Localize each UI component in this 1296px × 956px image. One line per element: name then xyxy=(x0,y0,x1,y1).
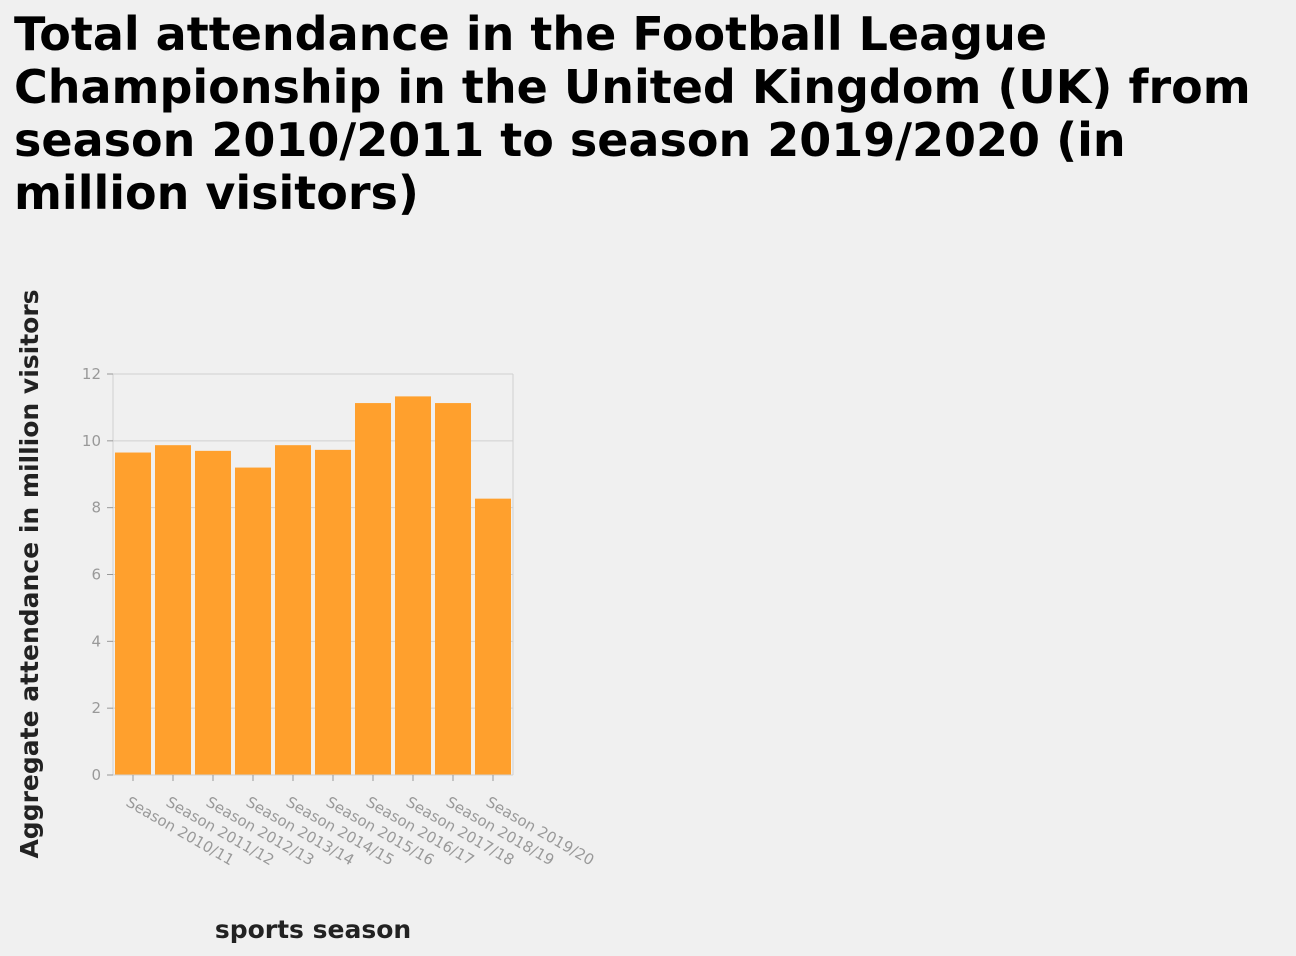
y-tick-label: 6 xyxy=(91,566,101,584)
y-axis-title: Aggregate attendance in million visitors xyxy=(15,289,44,858)
y-tick-label: 12 xyxy=(82,365,101,383)
bar xyxy=(395,396,431,775)
y-tick-label: 10 xyxy=(82,432,101,450)
bar xyxy=(195,450,231,775)
chart-title: Total attendance in the Football League … xyxy=(14,7,1251,220)
y-tick-label: 0 xyxy=(91,766,101,784)
bar xyxy=(435,403,471,775)
y-axis-ticks: 0 2 4 6 8 10 12 xyxy=(82,365,113,784)
y-tick-label: 2 xyxy=(91,699,101,717)
bar xyxy=(155,445,191,775)
bar xyxy=(235,467,271,775)
y-tick-label: 8 xyxy=(91,499,101,517)
bars xyxy=(115,396,511,775)
bar xyxy=(355,403,391,775)
bar xyxy=(115,452,151,775)
bar xyxy=(275,445,311,775)
bar xyxy=(475,498,511,775)
x-axis-title: sports season xyxy=(215,915,411,944)
y-tick-label: 4 xyxy=(91,632,101,650)
bar xyxy=(315,449,351,775)
